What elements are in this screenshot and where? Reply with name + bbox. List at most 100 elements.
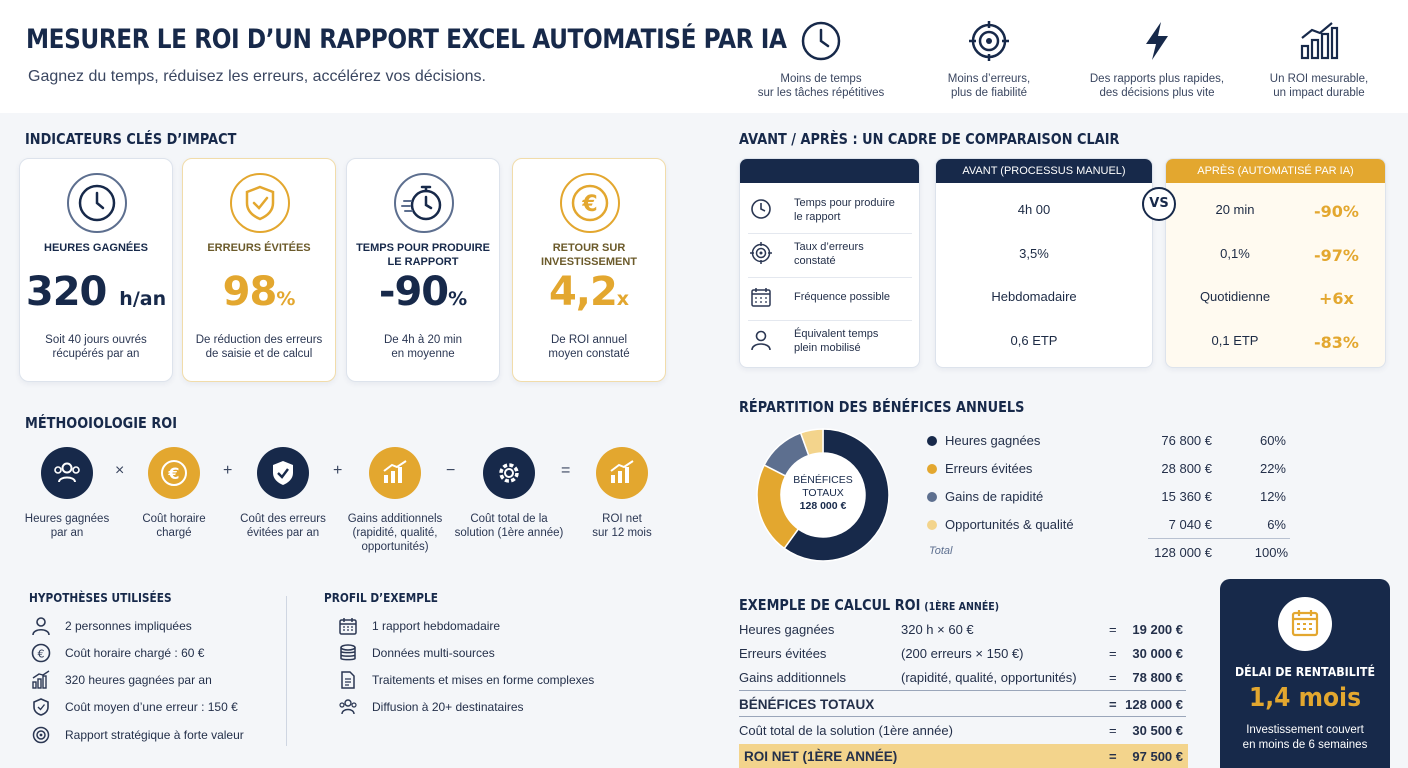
svg-text:€: € xyxy=(581,192,597,217)
legend-amount: 7 040 € xyxy=(1168,517,1212,532)
before-header: AVANT (PROCESSUS MANUEL) xyxy=(936,159,1152,183)
calc-net-eq: = xyxy=(1109,749,1117,764)
after-value: Quotidienne xyxy=(1199,289,1271,304)
legend-label: Erreurs évitées xyxy=(945,461,1033,476)
profile-item: Diffusion à 20+ destinataires xyxy=(372,700,524,714)
method-step-label: Gains additionnels (rapidité, qualité, opp… xyxy=(347,513,443,553)
lightning-icon xyxy=(1146,22,1168,60)
legend-percent: 6% xyxy=(1267,517,1286,532)
method-step-hours xyxy=(41,447,93,499)
comparison-criteria-column xyxy=(739,158,920,368)
svg-text:€: € xyxy=(167,464,179,483)
header-benefit-line2: plus de fiabilité xyxy=(950,87,1028,99)
before-value: Hebdomadaire xyxy=(991,289,1077,304)
person-icon xyxy=(751,330,771,351)
calc-net-value: 97 500 € xyxy=(1132,749,1183,764)
method-step-label: Coût horaire chargé xyxy=(142,513,206,539)
method-operator: + xyxy=(333,462,343,479)
kpi-card-errors: ERREURS ÉVITÉES 98% De réduction des err… xyxy=(182,158,336,382)
legend-percent: 22% xyxy=(1259,461,1286,476)
header-benefit-time: Moins de temps sur les tâches répétitive… xyxy=(746,20,896,100)
comparison-before-column: AVANT (PROCESSUS MANUEL) xyxy=(935,158,1153,368)
benefits-title: RÉPARTITION DES BÉNÉFICES ANNUELS xyxy=(739,398,1025,416)
payback-card: DÉLAI DE RENTABILITÉ 1,4 mois Investisse… xyxy=(1220,579,1390,768)
benefits-total-label: Total xyxy=(929,545,953,557)
kpi-desc: De ROI annuel moyen constaté xyxy=(548,334,630,360)
header-benefit-speed: Des rapports plus rapides, des décisions… xyxy=(1082,20,1232,100)
method-step-rate: € xyxy=(148,447,200,499)
calc-row-value: 19 200 € xyxy=(1132,622,1183,637)
delta-value: +6x xyxy=(1319,289,1354,308)
legend-amount: 28 800 € xyxy=(1161,461,1212,476)
legend-label: Opportunités & qualité xyxy=(945,517,1074,532)
kpi-desc: Soit 40 jours ouvrés récupérés par an xyxy=(45,334,147,360)
benefits-donut-chart xyxy=(756,428,890,562)
profile-item: Données multi-sources xyxy=(372,646,495,660)
method-step-errors xyxy=(257,447,309,499)
methodology-title: MÉTHOOIOLOGIE ROI xyxy=(25,414,178,432)
method-step-label: Coût total de la solution (1ère année) xyxy=(454,513,564,539)
header-benefit-errors: Moins d’erreurs, plus de fiabilité xyxy=(914,20,1064,100)
calc-row-formula: 320 h × 60 € xyxy=(901,622,974,637)
clock-icon xyxy=(751,199,771,219)
kpi-desc: De 4h à 20 min en moyenne xyxy=(384,334,462,360)
kpi-card-time: TEMPS POUR PRODUIRE LE RAPPORT -90% De 4h… xyxy=(346,158,500,382)
hypotheses-title: HYPOTHÈSES UTILISÉES xyxy=(29,591,172,605)
profile-item: 1 rapport hebdomadaire xyxy=(372,619,501,633)
method-operator: × xyxy=(115,462,125,479)
method-step-label: Heures gagnées par an xyxy=(24,513,110,539)
legend-label: Heures gagnées xyxy=(945,433,1041,448)
payback-value: 1,4 mois xyxy=(1248,683,1361,713)
header-benefit-line2: des décisions plus vite xyxy=(1099,87,1215,99)
legend-dot xyxy=(927,436,937,446)
hypothesis-item: 2 personnes impliquées xyxy=(65,619,192,633)
gear-icon xyxy=(499,463,519,483)
target-icon xyxy=(969,21,1009,61)
calc-row-label: Heures gagnées xyxy=(739,622,835,637)
method-operator: = xyxy=(561,462,571,479)
target-icon xyxy=(32,726,50,744)
shield-check-icon xyxy=(245,185,275,221)
hypothesis-item: Coût moyen d’une erreur : 150 € xyxy=(65,700,238,714)
header-benefit-line1: Moins d’erreurs, xyxy=(947,73,1031,85)
comparison-title: AVANT / APRÈS : UN CADRE DE COMPARAISON … xyxy=(739,130,1120,148)
profile-title: PROFIL D’EXEMPLE xyxy=(324,591,438,605)
method-operator: + xyxy=(223,462,233,479)
criteria-label: Taux d’erreurs constaté xyxy=(794,241,864,267)
delta-value: -90% xyxy=(1314,202,1359,221)
after-header: APRÈS (AUTOMATISÉ PAR IA) xyxy=(1166,159,1385,183)
calc-row-label: Gains additionnels xyxy=(739,670,846,685)
calc-row-eq: = xyxy=(1109,670,1117,685)
calc-row-label: Erreurs évitées xyxy=(739,646,827,661)
method-step-label: ROI net sur 12 mois xyxy=(592,513,652,539)
calc-net-label: ROI NET (1ÈRE ANNÉE) xyxy=(744,749,898,764)
person-icon xyxy=(32,617,50,636)
before-value: 0,6 ETP xyxy=(1010,333,1058,348)
method-step-gains xyxy=(369,447,421,499)
legend-dot xyxy=(927,492,937,502)
calc-cost-label: Coût total de la solution (1ère année) xyxy=(739,723,953,738)
benefits-total-amount: 128 000 € xyxy=(1154,545,1212,560)
shield-check-icon xyxy=(273,461,293,485)
comparison-after-column: APRÈS (AUTOMATISÉ PAR IA) xyxy=(1165,158,1386,368)
calc-row-eq: = xyxy=(1109,646,1117,661)
bar-chart-icon xyxy=(32,670,50,689)
donut-hole xyxy=(781,453,865,537)
calendar-icon xyxy=(339,618,357,635)
method-operator: − xyxy=(446,462,456,479)
hypothesis-item: Rapport stratégique à forte valeur xyxy=(65,728,244,742)
hypothesis-item: 320 heures gagnées par an xyxy=(65,673,212,687)
header-benefit-roi: Un ROI mesurable, un impact durable xyxy=(1244,20,1394,100)
calc-total-eq: = xyxy=(1109,697,1117,712)
header xyxy=(0,0,1408,113)
people-icon xyxy=(54,462,80,483)
calendar-icon xyxy=(751,288,771,307)
benefits-total-pct: 100% xyxy=(1254,545,1288,560)
vs-badge: VS xyxy=(1142,187,1176,221)
legend-dot xyxy=(927,520,937,530)
before-value: 3,5% xyxy=(1019,246,1049,261)
kpi-card-hours: HEURES GAGNÉES 320 h/an Soit 40 jours ou… xyxy=(19,158,173,382)
kpi-label: TEMPS POUR PRODUIRE LE RAPPORT xyxy=(356,242,490,268)
hypothesis-item: Coût horaire chargé : 60 € xyxy=(65,646,205,660)
clock-icon xyxy=(801,21,841,61)
